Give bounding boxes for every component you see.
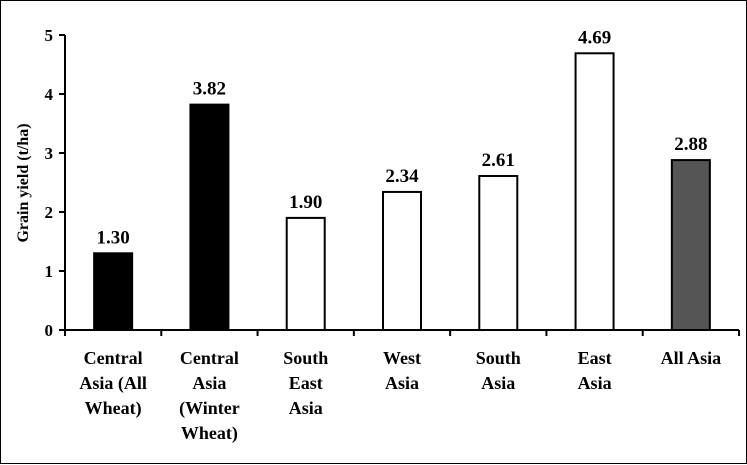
- bar: [670, 159, 711, 331]
- bar: [189, 103, 230, 332]
- x-category-label-line: (Winter: [179, 398, 240, 419]
- value-labels: 1.30 3.82 1.90 2.34 2.61 4.69 2.88: [97, 27, 708, 248]
- y-tick-label: 3: [45, 144, 54, 163]
- x-category-label: All Asia: [661, 348, 722, 368]
- x-category-label-line: Central: [84, 348, 143, 368]
- x-category-label-line: Asia: [578, 373, 612, 393]
- x-category-label: West Asia: [383, 348, 421, 393]
- x-category-label-line: West: [383, 348, 421, 368]
- bar: [574, 52, 615, 331]
- bar: [285, 216, 326, 331]
- x-category-label: South East Asia: [283, 348, 328, 418]
- x-category-label-line: Central: [180, 348, 239, 368]
- y-tick-label: 0: [45, 321, 54, 340]
- bar-value-label: 2.34: [385, 166, 419, 187]
- x-category-label: Central Asia (Winter Wheat): [179, 348, 240, 444]
- x-category-label-line: All Asia: [661, 348, 722, 368]
- bar: [478, 175, 519, 331]
- bars: [93, 52, 711, 332]
- x-category-label-line: Wheat): [85, 398, 142, 419]
- x-category-label-line: Asia: [385, 373, 419, 393]
- bar-value-label: 2.61: [482, 150, 515, 171]
- bar: [93, 252, 134, 331]
- x-category-label: Central Asia (All Wheat): [79, 348, 147, 419]
- x-category-label-line: Asia (All: [79, 373, 147, 394]
- y-tick-label: 5: [45, 26, 54, 45]
- x-category-label-line: Asia: [481, 373, 515, 393]
- bar-value-label: 4.69: [578, 27, 611, 48]
- x-category-label-line: Asia: [192, 373, 226, 393]
- y-tick-label: 4: [45, 85, 54, 104]
- x-category-label-line: Asia: [289, 398, 323, 418]
- y-tick-label: 2: [45, 203, 54, 222]
- bar-value-label: 3.82: [193, 79, 226, 100]
- x-category-label-line: East: [578, 348, 612, 368]
- y-axis-title-group: Grain yield (t/ha): [15, 123, 32, 242]
- y-axis-title: Grain yield (t/ha): [15, 123, 32, 242]
- x-category-label-line: East: [289, 373, 323, 393]
- bar-value-label: 1.30: [97, 227, 130, 248]
- y-axis-ticks: 0 1 2 3 4 5: [45, 26, 65, 340]
- x-category-label-line: Wheat): [181, 423, 238, 444]
- x-category-label-line: South: [476, 348, 521, 368]
- x-axis-category-labels: Central Asia (All Wheat) Central Asia (Winter…: [79, 348, 721, 444]
- x-category-label-line: South: [283, 348, 328, 368]
- y-tick-label: 1: [45, 262, 54, 281]
- x-category-label: East Asia: [578, 348, 612, 393]
- bar: [382, 190, 422, 331]
- bar-value-label: 2.88: [674, 134, 707, 155]
- x-category-label: South Asia: [476, 348, 521, 393]
- bar-value-label: 1.90: [289, 192, 322, 213]
